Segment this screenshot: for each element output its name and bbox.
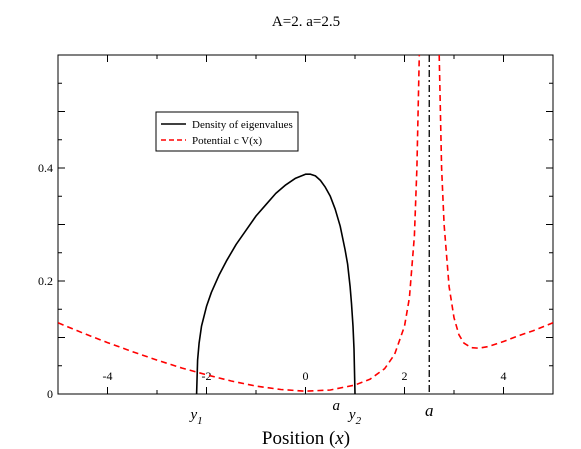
- y2-label: y2: [347, 407, 362, 427]
- x-axis-label-prefix: Position (: [262, 428, 335, 449]
- y-axis: 0 0.2 0.4: [38, 54, 553, 401]
- x-tick-label: 2: [402, 369, 408, 383]
- x-axis-label: Position (x): [262, 428, 350, 449]
- x-tick-label: 0: [303, 369, 309, 383]
- legend: Density of eigenvalues Potential c V(x): [155, 111, 299, 152]
- density-curve: [195, 173, 356, 394]
- series-layer: [58, 55, 553, 394]
- plot-border: [57, 54, 554, 395]
- legend-label-0: Density of eigenvalues: [192, 119, 293, 131]
- potential-curve-1: [58, 55, 421, 393]
- plot-frame: [57, 54, 554, 395]
- y-tick-label: 0.4: [38, 161, 53, 175]
- y-tick-label: 0.2: [38, 274, 53, 288]
- legend-label-1: Potential c V(x): [192, 135, 262, 147]
- a-big-label: a: [425, 401, 434, 420]
- x-axis-label-suffix: ): [344, 428, 350, 449]
- y1-label-subscript: 1: [197, 415, 203, 427]
- chart-title: A=2. a=2.5: [272, 14, 340, 30]
- x-tick-label: -2: [202, 369, 212, 383]
- x-tick-label: -4: [103, 369, 113, 383]
- a-small-label: a: [332, 398, 340, 414]
- y2-label-subscript: 2: [356, 415, 362, 427]
- clipped-series: [58, 55, 553, 394]
- x-axis-label-variable: x: [334, 428, 344, 449]
- y-tick-label: 0: [47, 387, 53, 401]
- y2-label-main: y: [347, 407, 356, 423]
- y1-label-main: y: [189, 407, 198, 423]
- x-tick-label: 4: [501, 369, 507, 383]
- y1-label: y1: [189, 407, 203, 427]
- legend-box: [155, 111, 299, 152]
- potential-curve-2: [438, 55, 553, 350]
- annotations: y1 y2a a: [189, 398, 434, 427]
- x-axis: -4 -2 0 2 4: [57, 55, 554, 394]
